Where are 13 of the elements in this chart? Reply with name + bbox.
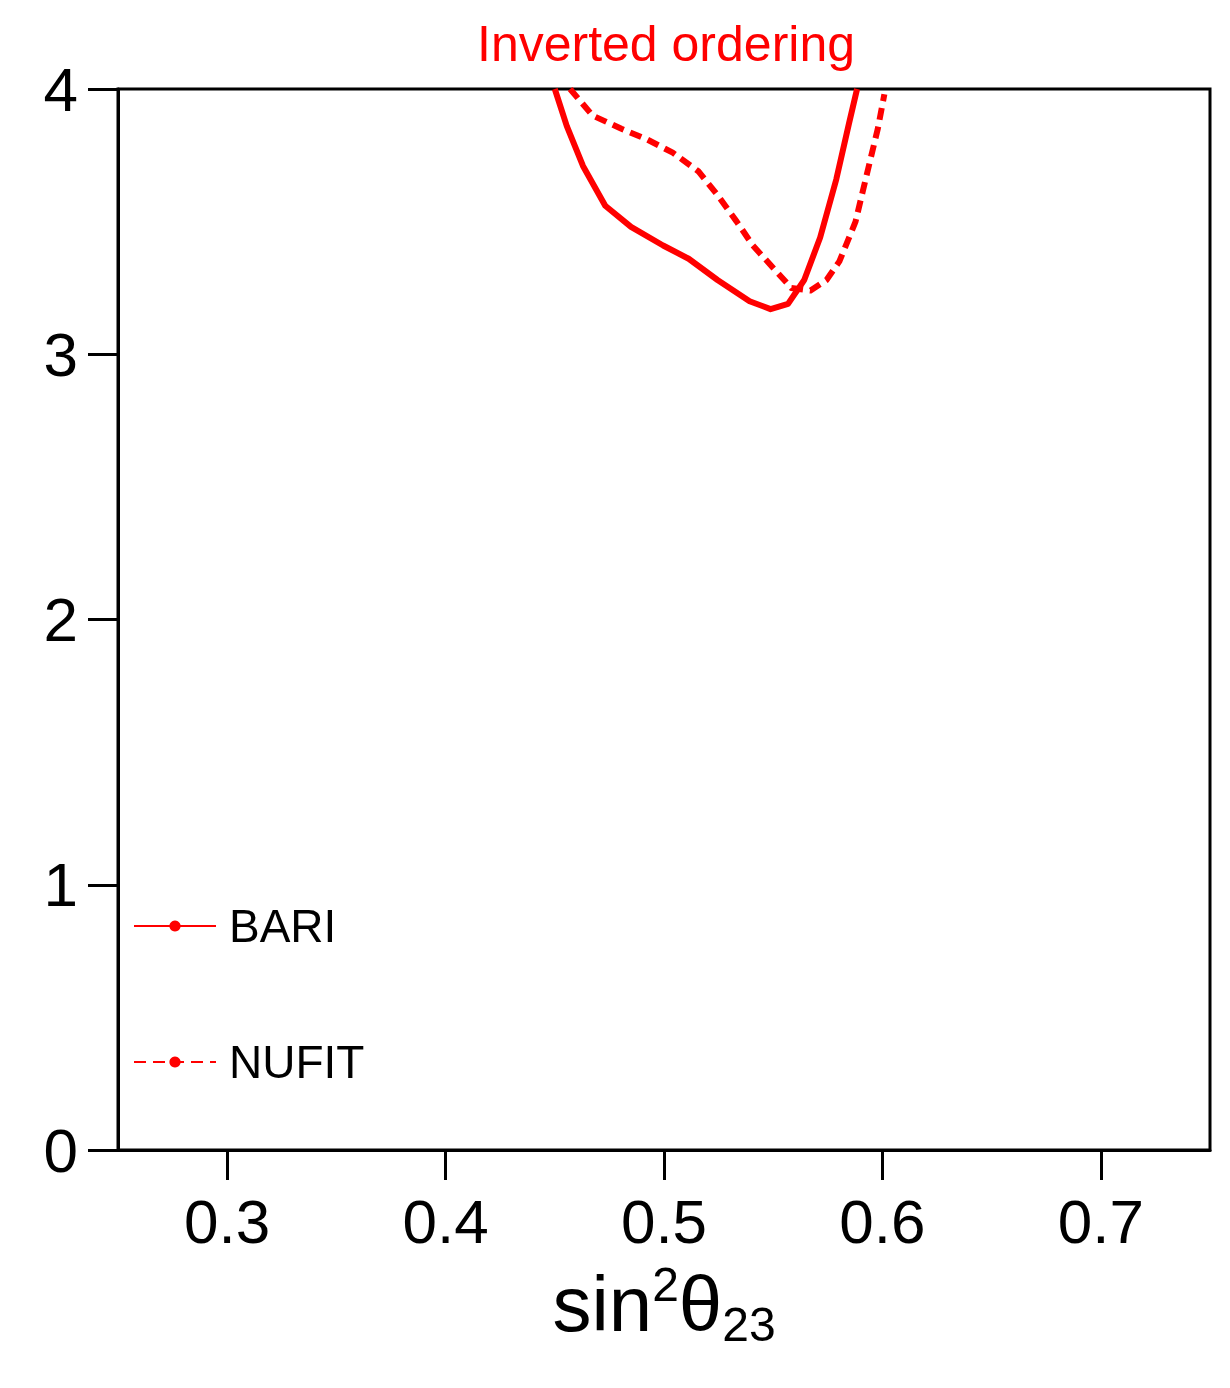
y-tick-label: 1 <box>43 850 78 920</box>
x-tick-label: 0.5 <box>620 1186 708 1256</box>
legend-label: BARI <box>229 900 337 952</box>
x-tick-label: 0.3 <box>184 1186 271 1256</box>
legend-label: NUFIT <box>229 1036 365 1088</box>
y-tick-label: 2 <box>43 585 78 654</box>
x-tick-label: 0.4 <box>402 1186 489 1256</box>
x-tick-label: 0.7 <box>1057 1186 1144 1256</box>
y-tick-label: 4 <box>43 54 78 124</box>
y-tick-label: 3 <box>43 319 78 389</box>
x-tick-label: 0.6 <box>839 1186 926 1256</box>
chart-title: Inverted ordering <box>476 16 856 72</box>
y-tick-label: 0 <box>43 1115 78 1185</box>
